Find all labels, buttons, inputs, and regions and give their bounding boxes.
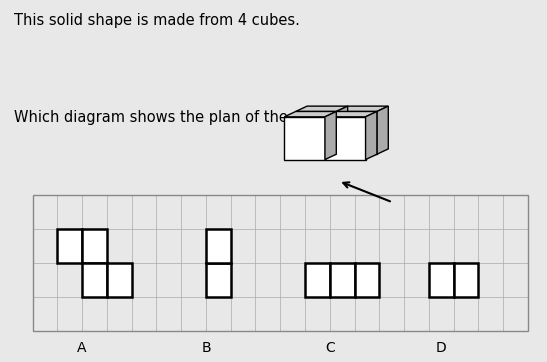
Polygon shape — [365, 111, 377, 160]
Polygon shape — [284, 117, 325, 160]
Polygon shape — [296, 111, 336, 154]
Bar — [453, 263, 479, 297]
Polygon shape — [325, 117, 365, 160]
Polygon shape — [296, 106, 348, 111]
Polygon shape — [325, 111, 377, 117]
Bar — [82, 263, 107, 297]
Text: This solid shape is made from 4 cubes.: This solid shape is made from 4 cubes. — [14, 13, 299, 29]
Text: C: C — [325, 341, 335, 355]
Polygon shape — [377, 106, 388, 154]
Bar — [57, 229, 82, 263]
Bar — [206, 263, 231, 297]
Bar — [82, 229, 107, 263]
Bar — [429, 263, 453, 297]
Text: A: A — [77, 341, 87, 355]
Text: B: B — [201, 341, 211, 355]
Bar — [107, 263, 132, 297]
Polygon shape — [336, 106, 388, 111]
Bar — [305, 263, 330, 297]
Bar — [206, 229, 231, 263]
Polygon shape — [336, 111, 377, 154]
Text: D: D — [436, 341, 447, 355]
Polygon shape — [284, 111, 336, 117]
Bar — [354, 263, 380, 297]
Text: Which diagram shows the plan of the solid?: Which diagram shows the plan of the soli… — [14, 110, 334, 125]
Polygon shape — [325, 111, 336, 160]
Polygon shape — [336, 106, 348, 154]
Bar — [330, 263, 354, 297]
Bar — [33, 195, 528, 331]
